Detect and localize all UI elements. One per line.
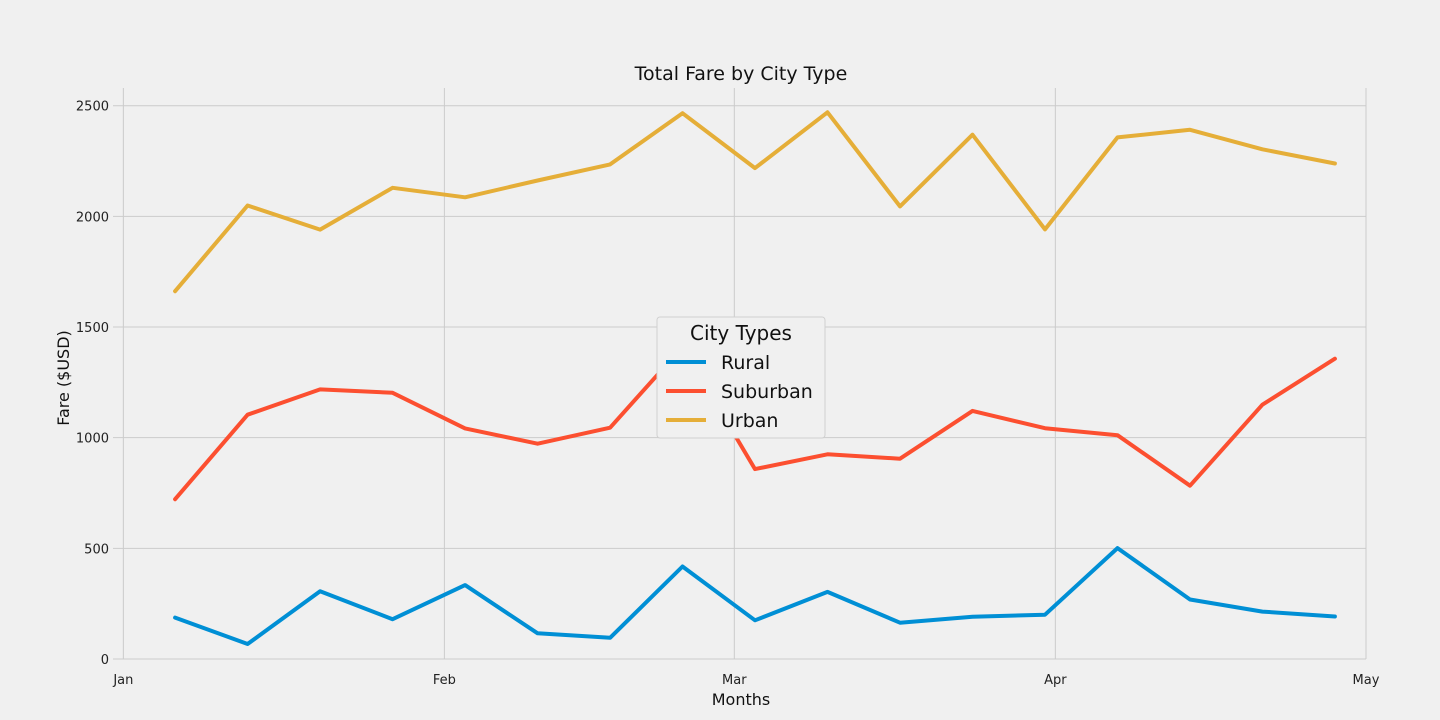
legend-box: [656, 316, 826, 439]
y-tick-label: 2500: [76, 100, 109, 115]
series-line-urban: [173, 110, 1337, 294]
x-tick-label: Feb: [433, 673, 456, 688]
x-tick-label: Mar: [722, 673, 747, 688]
x-tick-label: Apr: [1044, 673, 1067, 688]
legend-label-urban: Urban: [721, 410, 778, 432]
series-lines: [173, 110, 1337, 646]
legend: City Types Rural Suburban Urban: [656, 316, 826, 439]
legend-label-rural: Rural: [721, 352, 770, 374]
y-tick-label: 1000: [76, 432, 109, 447]
y-tick-labels: 0 500 1000 1500 2000 2500: [76, 100, 109, 668]
x-tick-labels: Jan Feb Mar Apr May: [112, 673, 1379, 688]
x-tick-label: Jan: [112, 673, 133, 688]
legend-title: City Types: [690, 321, 792, 345]
y-axis-label: Fare ($USD): [54, 330, 73, 426]
y-tick-label: 0: [101, 653, 109, 668]
y-tick-label: 500: [84, 542, 109, 557]
chart-title: Total Fare by City Type: [634, 63, 848, 85]
x-tick-label: May: [1353, 673, 1380, 688]
legend-label-suburban: Suburban: [721, 381, 813, 403]
series-line-rural: [173, 546, 1337, 646]
y-tick-label: 1500: [76, 321, 109, 336]
x-axis-label: Months: [712, 690, 770, 709]
y-tick-label: 2000: [76, 210, 109, 225]
series-line-suburban: [173, 344, 1337, 502]
